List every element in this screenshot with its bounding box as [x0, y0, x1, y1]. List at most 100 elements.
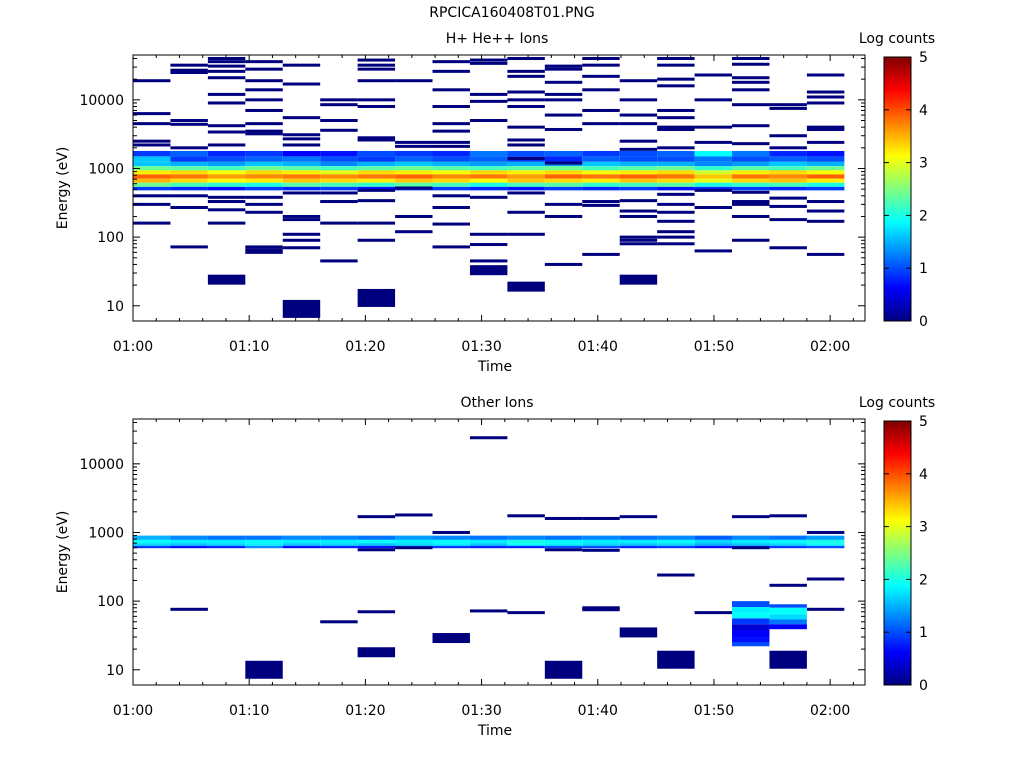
heatmap-cell [732, 166, 770, 171]
heatmap-cell [582, 182, 620, 187]
y-axis: 10 100 1000 10000 [79, 58, 865, 315]
heatmap-cell [207, 174, 246, 179]
heatmap-cell [170, 146, 208, 150]
heatmap-cell [657, 202, 695, 206]
heatmap-cell [357, 174, 396, 179]
figure-title: RPCICA160408T01.PNG [429, 5, 595, 21]
heatmap-cell [806, 174, 845, 179]
heatmap-cell [694, 206, 733, 210]
heatmap-cell [769, 170, 807, 175]
heatmap-cell [806, 543, 845, 546]
heatmap-cell [320, 178, 358, 183]
heatmap-cell [657, 174, 695, 179]
heatmap-cell [732, 202, 770, 206]
x-tick-label: 01:40 [578, 339, 618, 355]
heatmap-cell [657, 535, 695, 540]
heatmap-cell [507, 232, 545, 236]
heatmap-cell [432, 245, 470, 249]
heatmap-cell [806, 530, 845, 534]
heatmap-cell [769, 150, 807, 157]
heatmap-cell [769, 218, 807, 222]
heatmap-cell [582, 88, 620, 92]
heatmap-cell [694, 543, 733, 546]
heatmap-cell [732, 637, 770, 643]
heatmap-cell [732, 629, 770, 638]
heatmap-cell [469, 543, 508, 546]
heatmap-cell [582, 161, 620, 167]
heatmap-area [133, 436, 845, 679]
heatmap-cell [582, 548, 620, 552]
heatmap-cell [170, 63, 208, 67]
heatmap-cell [657, 545, 695, 549]
heatmap-cell [170, 607, 208, 611]
heatmap-cell [282, 178, 321, 183]
heatmap-cell [544, 64, 583, 68]
heatmap-cell [582, 156, 620, 162]
heatmap-cell [432, 140, 470, 144]
heatmap-cell [245, 182, 283, 187]
heatmap-cell [432, 104, 470, 108]
heatmap-cell [207, 76, 246, 80]
heatmap-cell [657, 235, 695, 239]
heatmap-cell [320, 221, 358, 225]
colorbar-tick-label: 3 [919, 520, 928, 536]
heatmap-cell [732, 618, 770, 625]
heatmap-cell [357, 515, 396, 519]
heatmap-cell [806, 182, 845, 187]
colorbar-tick-label: 5 [919, 414, 928, 430]
heatmap-cell [544, 156, 583, 162]
heatmap-cell [133, 166, 171, 171]
heatmap-cell [469, 178, 508, 183]
heatmap-cell [357, 63, 396, 67]
heatmap-cell [170, 194, 208, 198]
heatmap-cell [133, 178, 171, 183]
heatmap-cell [769, 619, 807, 625]
heatmap-cell [732, 124, 770, 128]
y-tick-label: 10000 [79, 457, 124, 473]
heatmap-cell [357, 166, 396, 171]
heatmap-cell [320, 174, 358, 179]
heatmap-cell [469, 195, 508, 199]
heatmap-cell [619, 170, 658, 175]
heatmap-cell [469, 545, 508, 549]
heatmap-cell [769, 607, 807, 615]
heatmap-cell [769, 604, 807, 608]
heatmap-cell [133, 194, 171, 198]
heatmap-cell [357, 238, 396, 242]
heatmap-cell [806, 607, 845, 611]
heatmap-cell [320, 98, 358, 102]
heatmap-cell [469, 119, 508, 123]
heatmap-cell [357, 150, 396, 157]
heatmap-cell [170, 245, 208, 249]
heatmap-cell [282, 161, 321, 167]
heatmap-cell [769, 624, 807, 630]
heatmap-cell [732, 161, 770, 167]
y-axis-label: Energy (eV) [55, 147, 71, 230]
heatmap-cell [133, 112, 171, 116]
heatmap-cell [732, 543, 770, 546]
heatmap-cell [320, 166, 358, 171]
heatmap-cell [133, 122, 171, 126]
panel-title: Other Ions [460, 395, 533, 411]
heatmap-cell [245, 202, 283, 206]
heatmap-cell [582, 608, 620, 612]
heatmap-cell [806, 161, 845, 167]
heatmap-cell [507, 74, 545, 78]
heatmap-cell [245, 195, 283, 199]
heatmap-cell [395, 156, 433, 162]
heatmap-cell [207, 64, 246, 68]
heatmap-cell [133, 161, 171, 167]
heatmap-cell [732, 57, 770, 61]
heatmap-cell [170, 161, 208, 167]
heatmap-cell [619, 122, 658, 126]
heatmap-cell [769, 246, 807, 250]
heatmap-cell [544, 174, 583, 179]
heatmap-cell [806, 140, 845, 144]
heatmap-cell [657, 116, 695, 120]
heatmap-cell [282, 218, 321, 222]
heatmap-cell [732, 214, 770, 218]
x-tick-label: 01:30 [461, 703, 501, 719]
colorbar-tick-label: 5 [919, 50, 928, 66]
heatmap-cell [694, 182, 733, 187]
heatmap-cell [582, 122, 620, 126]
